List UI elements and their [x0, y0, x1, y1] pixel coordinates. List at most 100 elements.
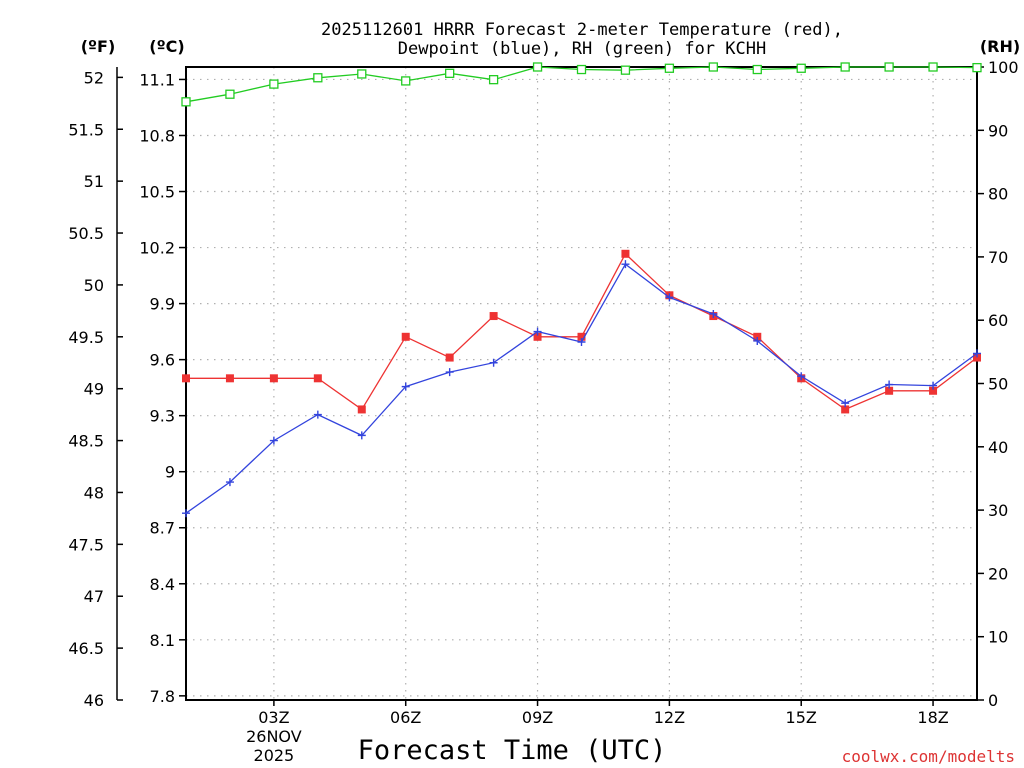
- x-tick-label: 03Z: [258, 708, 289, 727]
- fahrenheit-unit-label: (ºF): [81, 37, 116, 56]
- rh-point: [840, 62, 850, 72]
- dewpoint-point: [753, 336, 762, 345]
- rh-point: [488, 75, 499, 85]
- rh-point: [576, 64, 587, 75]
- temperature-point: [182, 374, 190, 383]
- dewpoint-point: [973, 349, 981, 358]
- dewpoint-point: [182, 509, 190, 518]
- plot-frame: [185, 66, 978, 701]
- rh-unit-label: (RH): [980, 37, 1020, 56]
- celsius-tick-label: 9: [165, 463, 175, 482]
- x-tick-label: 09Z: [522, 708, 553, 727]
- rh-point: [181, 97, 191, 107]
- celsius-tick-label: 8.4: [150, 575, 175, 594]
- rh-tick-label: 0: [988, 691, 998, 710]
- rh-tick-label: 70: [988, 248, 1008, 267]
- temperature-point: [225, 374, 234, 383]
- temperature-point: [401, 332, 410, 341]
- celsius-tick-label: 10.5: [139, 183, 175, 202]
- rh-point: [445, 68, 455, 78]
- dewpoint-point: [533, 327, 542, 336]
- rh-point: [620, 65, 631, 75]
- temperature-point: [621, 249, 630, 258]
- chart-title-line-1: 2025112601 HRRR Forecast 2-meter Tempera…: [321, 20, 843, 40]
- temperature-point: [269, 374, 278, 383]
- rh-point: [928, 62, 938, 72]
- rh-point: [752, 64, 762, 75]
- chart-title-line-2: Dewpoint (blue), RH (green) for KCHH: [398, 39, 766, 59]
- rh-tick-label: 30: [988, 501, 1008, 520]
- temperature-point: [357, 405, 366, 414]
- rh-point: [884, 62, 894, 72]
- celsius-tick-label: 8.7: [150, 519, 175, 538]
- x-tick-label: 15Z: [786, 708, 817, 727]
- rh-point: [532, 62, 543, 72]
- rh-point: [225, 89, 235, 99]
- temperature-point: [577, 332, 586, 341]
- rh-point: [401, 76, 411, 86]
- rh-point: [796, 63, 806, 73]
- temperature-point: [929, 386, 938, 395]
- rh-tick-label: 10: [988, 628, 1008, 647]
- series-dewpoint: [182, 260, 981, 518]
- celsius-tick-label: 11.1: [139, 70, 175, 89]
- fahrenheit-tick-label: 50.5: [68, 224, 104, 243]
- temperature-point: [753, 332, 762, 341]
- dewpoint-point: [313, 410, 322, 419]
- x-tick-label: 12Z: [654, 708, 685, 727]
- celsius-tick-label: 10.8: [139, 126, 175, 145]
- rh-point: [357, 69, 367, 79]
- rh-tick-label: 50: [988, 375, 1008, 394]
- fahrenheit-tick-label: 47.5: [68, 535, 104, 554]
- rh-point: [708, 62, 718, 72]
- dewpoint-line: [185, 263, 978, 514]
- temperature-point: [533, 332, 542, 341]
- fahrenheit-tick-label: 47: [84, 587, 104, 606]
- celsius-tick-label: 9.9: [150, 295, 175, 314]
- fahrenheit-tick-label: 46: [84, 691, 104, 710]
- rh-point: [313, 73, 323, 83]
- dewpoint-point: [885, 380, 894, 389]
- fahrenheit-tick-label: 49.5: [68, 328, 104, 347]
- dewpoint-point: [621, 260, 630, 269]
- x-axis-label: Forecast Time (UTC): [358, 735, 667, 766]
- data-series: [181, 62, 982, 518]
- fahrenheit-tick-label: 48.5: [68, 432, 104, 451]
- fahrenheit-tick-label: 51: [84, 172, 104, 191]
- source-credit: coolwx.com/modelts: [842, 747, 1015, 766]
- celsius-unit-label: (ºC): [149, 37, 184, 56]
- fahrenheit-tick-label: 46.5: [68, 639, 104, 658]
- x-year-label: 2025: [254, 746, 295, 765]
- celsius-tick-label: 9.6: [150, 351, 175, 370]
- dewpoint-point: [401, 382, 410, 391]
- series-rh: [181, 62, 982, 107]
- rh-tick-label: 90: [988, 121, 1008, 140]
- dewpoint-point: [841, 399, 850, 408]
- temperature-point: [885, 386, 894, 395]
- dewpoint-point: [577, 337, 586, 346]
- dewpoint-point: [357, 431, 366, 440]
- rh-tick-label: 40: [988, 438, 1008, 457]
- x-tick-label: 06Z: [390, 708, 421, 727]
- dewpoint-point: [929, 381, 938, 390]
- celsius-tick-label: 8.1: [150, 631, 175, 650]
- dewpoint-point: [665, 293, 674, 302]
- fahrenheit-tick-label: 49: [84, 380, 104, 399]
- rh-point: [269, 79, 279, 89]
- celsius-tick-label: 9.3: [150, 407, 175, 426]
- dewpoint-point: [445, 368, 454, 377]
- dewpoint-point: [489, 358, 498, 367]
- series-temperature: [182, 249, 981, 414]
- fahrenheit-tick-label: 50: [84, 276, 104, 295]
- temperature-point: [841, 405, 850, 414]
- temperature-point: [489, 312, 498, 321]
- temperature-point: [973, 353, 981, 362]
- temperature-point: [445, 353, 454, 362]
- axes: [116, 66, 984, 706]
- rh-tick-label: 80: [988, 185, 1008, 204]
- celsius-tick-label: 10.2: [139, 239, 175, 258]
- temperature-line: [186, 252, 978, 411]
- celsius-tick-label: 7.8: [150, 687, 175, 706]
